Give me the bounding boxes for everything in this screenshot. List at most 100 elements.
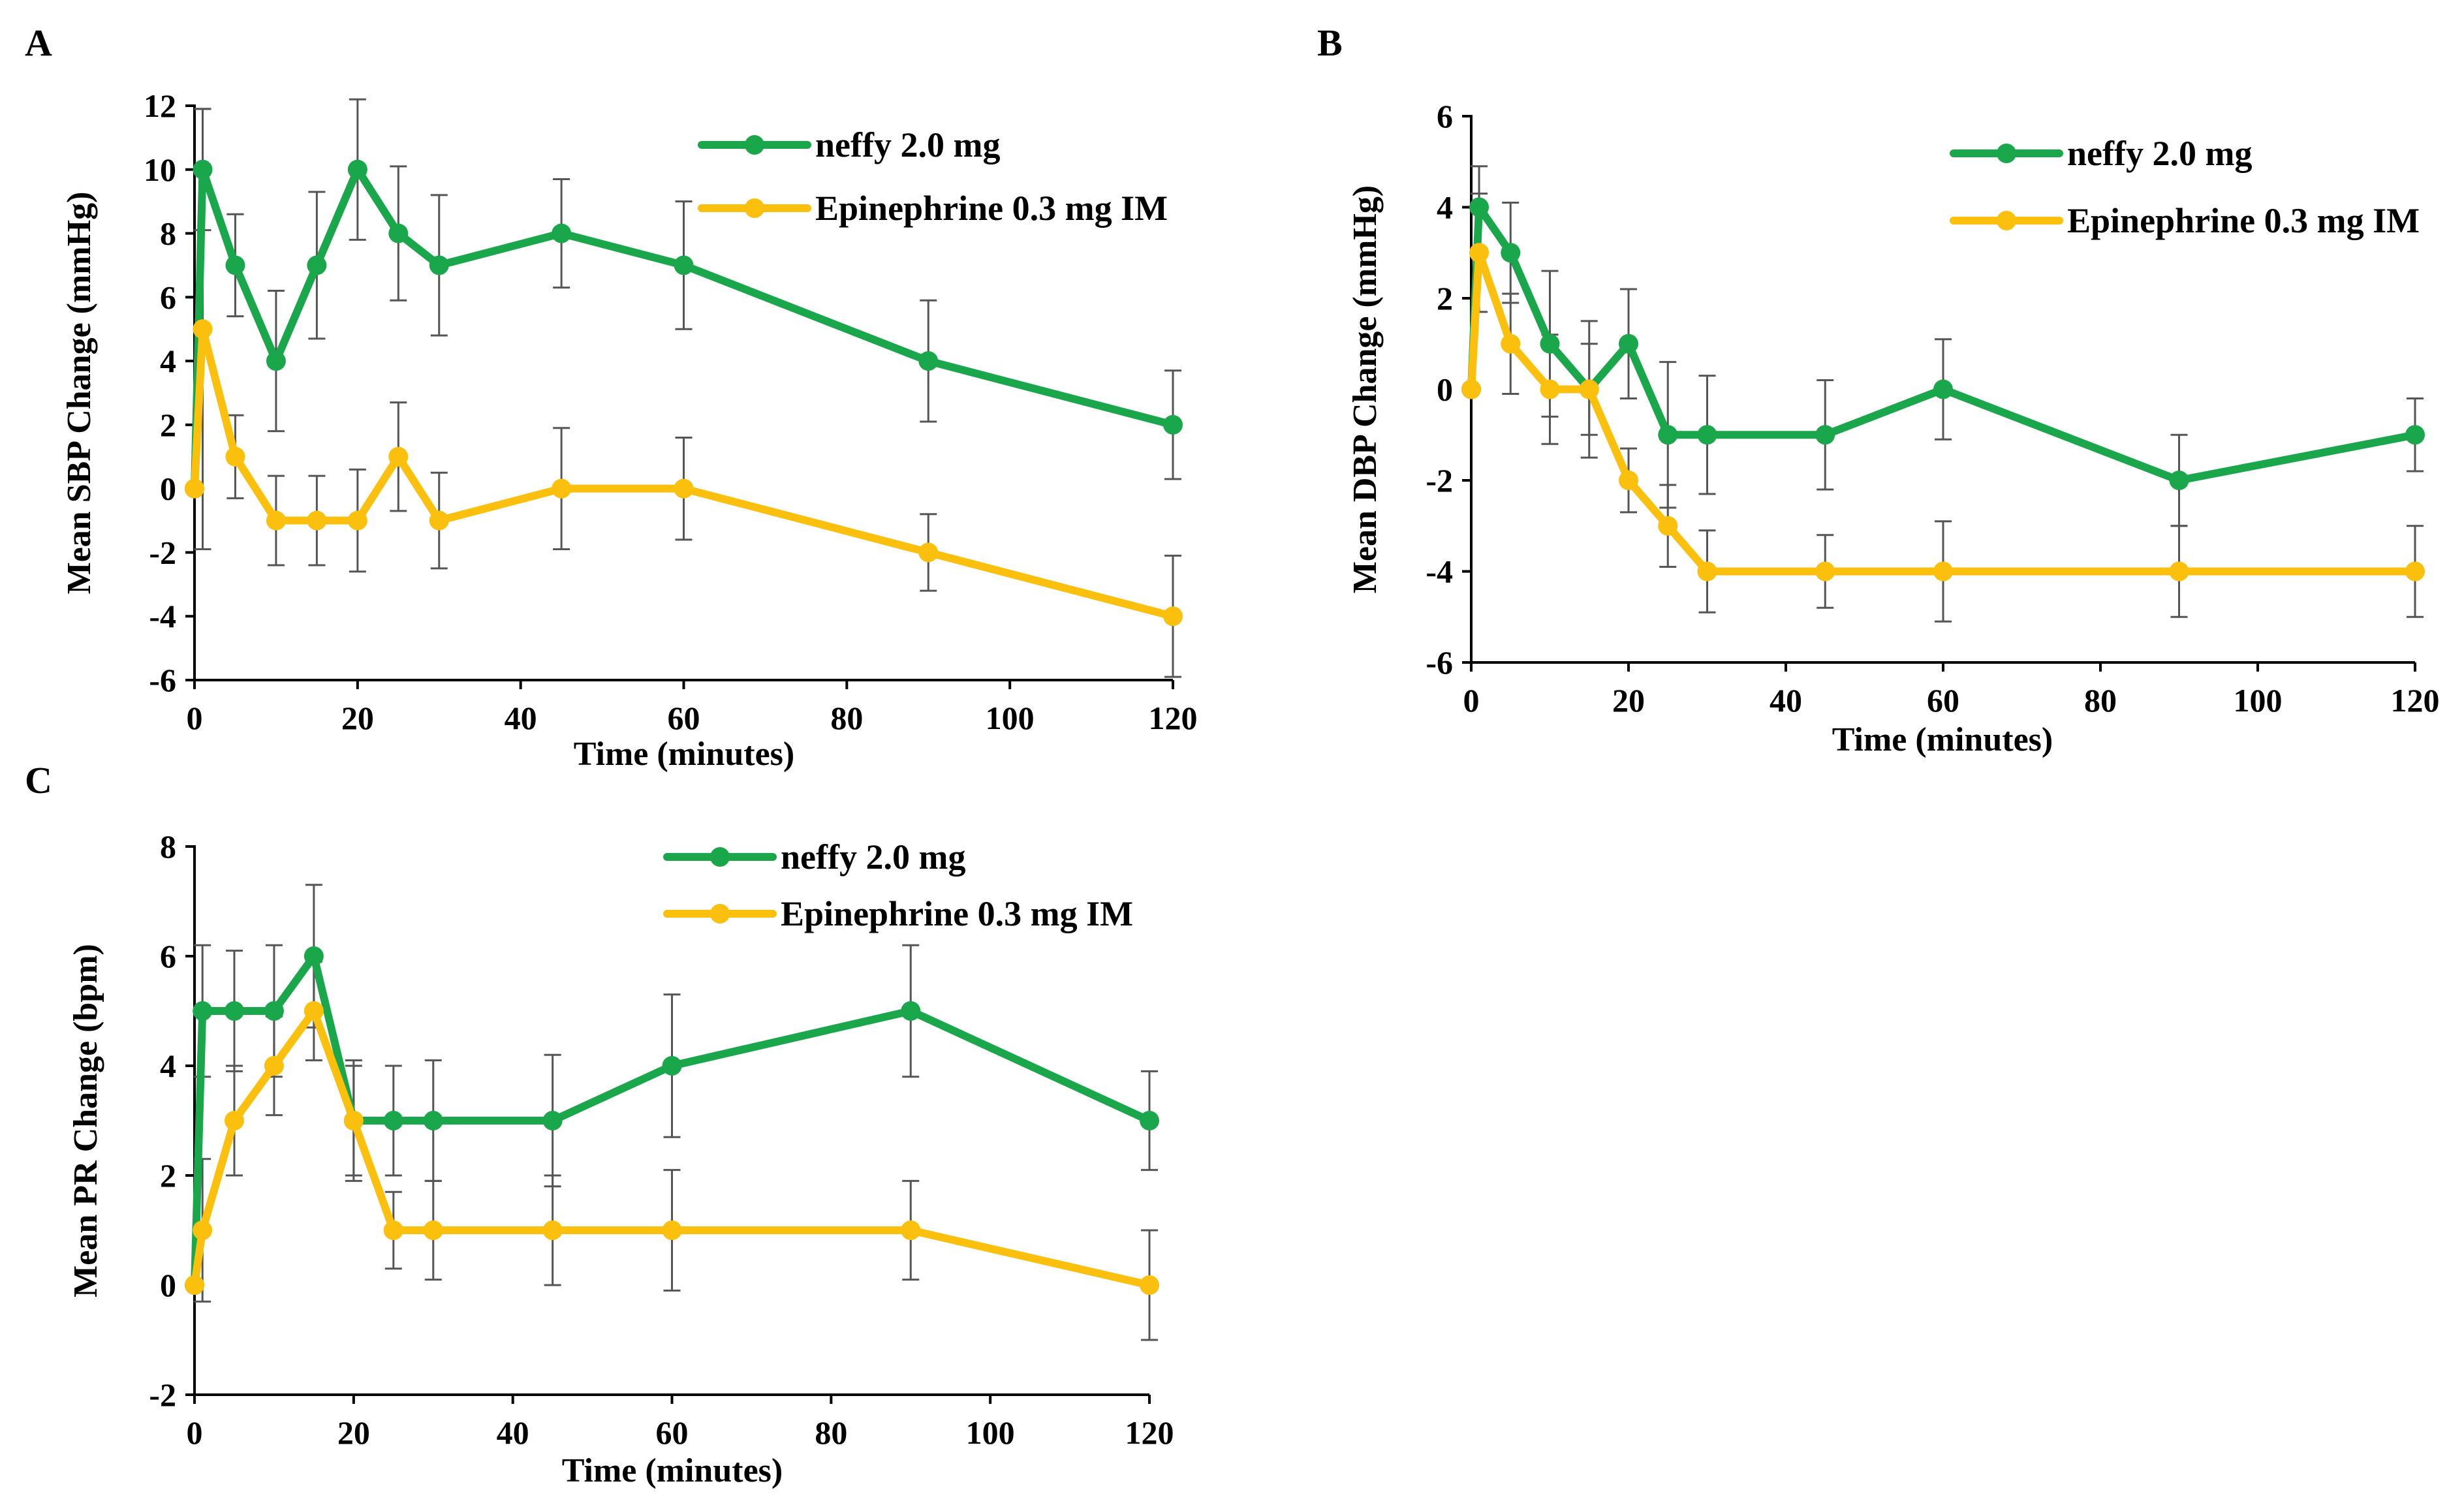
data-point-neffy <box>1815 425 1835 445</box>
y-tick-label: 4 <box>160 1048 176 1084</box>
series-line-neffy <box>191 165 1177 493</box>
data-point-epi <box>1815 561 1835 582</box>
data-point-neffy <box>1501 243 1521 263</box>
legend-marker-neffy <box>1997 144 2016 163</box>
x-tick-label: 120 <box>2391 682 2440 719</box>
data-point-epi <box>343 1111 364 1130</box>
y-axis-title: Mean DBP Change (mmHg) <box>1347 185 1384 593</box>
data-point-neffy <box>662 1056 682 1076</box>
x-tick-label: 100 <box>966 1414 1015 1451</box>
data-point-neffy <box>1540 334 1560 354</box>
data-point-epi <box>1469 243 1489 263</box>
y-tick-label: 12 <box>144 87 176 124</box>
data-point-epi <box>1933 561 1953 582</box>
legend-label-epi: Epinephrine 0.3 mg IM <box>2067 201 2420 240</box>
y-tick-label: 8 <box>160 828 176 865</box>
data-point-neffy <box>1697 425 1717 445</box>
y-tick-label: 0 <box>160 1267 176 1303</box>
data-point-epi <box>193 319 213 339</box>
data-point-neffy <box>1619 334 1638 354</box>
data-point-epi <box>1697 561 1717 582</box>
data-point-epi <box>347 510 367 531</box>
x-tick-label: 60 <box>1927 682 1959 719</box>
data-point-epi <box>1619 471 1638 490</box>
data-point-neffy <box>1933 379 1953 399</box>
data-point-neffy <box>552 223 572 243</box>
data-point-epi <box>225 446 245 467</box>
data-point-neffy <box>918 351 939 371</box>
data-point-neffy <box>674 255 694 275</box>
data-point-neffy <box>266 351 286 371</box>
y-tick-label: 2 <box>160 407 176 443</box>
data-point-epi <box>307 510 327 531</box>
y-tick-label: -4 <box>1426 553 1453 590</box>
y-tick-label: 8 <box>160 215 176 252</box>
x-tick-label: 20 <box>341 700 374 736</box>
data-point-epi <box>1540 379 1560 399</box>
y-tick-label: 0 <box>160 471 176 507</box>
x-tick-label: 120 <box>1149 700 1198 736</box>
data-point-epi <box>674 478 694 499</box>
data-point-neffy <box>224 1001 244 1021</box>
y-tick-label: 6 <box>160 279 176 315</box>
legend-label-neffy: neffy 2.0 mg <box>781 837 965 877</box>
y-tick-label: 10 <box>144 151 176 188</box>
y-axis-title: Mean SBP Change (mmHg) <box>61 192 98 595</box>
x-tick-label: 0 <box>1463 682 1480 719</box>
x-axis-title: Time (minutes) <box>1832 721 2053 758</box>
data-point-epi <box>383 1220 403 1240</box>
data-point-neffy <box>264 1001 284 1021</box>
data-point-neffy <box>1658 425 1678 445</box>
legend-marker-epi <box>745 198 764 218</box>
panel-letter: C <box>25 759 52 801</box>
legend-label-neffy: neffy 2.0 mg <box>815 125 1000 164</box>
panel-letter: A <box>25 22 52 64</box>
y-tick-label: 4 <box>160 343 176 379</box>
data-point-epi <box>1501 334 1521 354</box>
legend: neffy 2.0 mg Epinephrine 0.3 mg IM <box>663 837 1133 933</box>
data-point-epi <box>388 446 409 467</box>
y-axis-title: Mean PR Change (bpm) <box>67 944 104 1297</box>
data-point-neffy <box>423 1111 443 1130</box>
legend: neffy 2.0 mg Epinephrine 0.3 mg IM <box>698 125 1168 228</box>
y-tick-label: -6 <box>1426 644 1453 681</box>
data-point-neffy <box>1469 197 1489 217</box>
x-axis-title: Time (minutes) <box>574 736 794 773</box>
series-line-epi <box>191 325 1177 621</box>
x-tick-label: 40 <box>497 1414 529 1451</box>
series-line-epi <box>191 1007 1153 1289</box>
x-tick-label: 80 <box>830 700 863 736</box>
y-tick-label: 4 <box>1437 189 1453 226</box>
data-point-epi <box>224 1111 244 1130</box>
data-point-epi <box>1461 379 1481 399</box>
x-tick-label: 40 <box>1770 682 1802 719</box>
x-tick-label: 60 <box>668 700 700 736</box>
data-point-epi <box>552 478 572 499</box>
data-point-epi <box>2405 561 2425 582</box>
y-tick-label: 0 <box>1437 371 1453 408</box>
x-tick-label: 20 <box>1612 682 1645 719</box>
data-point-epi <box>304 1001 324 1021</box>
data-point-epi <box>429 510 449 531</box>
data-point-epi <box>901 1220 921 1240</box>
legend-label-epi: Epinephrine 0.3 mg IM <box>815 189 1168 228</box>
series-line-epi <box>1467 249 2419 576</box>
x-tick-label: 40 <box>505 700 537 736</box>
data-point-neffy <box>383 1111 403 1130</box>
data-point-epi <box>193 1220 213 1240</box>
legend-marker-neffy <box>745 135 764 155</box>
data-point-neffy <box>304 946 324 966</box>
x-tick-label: 120 <box>1125 1414 1174 1451</box>
data-point-epi <box>918 542 939 563</box>
y-tick-label: 6 <box>160 938 176 974</box>
data-point-neffy <box>347 159 367 179</box>
data-point-epi <box>1163 606 1183 627</box>
data-point-neffy <box>429 255 449 275</box>
data-point-neffy <box>193 1001 213 1021</box>
data-point-epi <box>185 478 204 499</box>
data-point-epi <box>185 1275 204 1295</box>
